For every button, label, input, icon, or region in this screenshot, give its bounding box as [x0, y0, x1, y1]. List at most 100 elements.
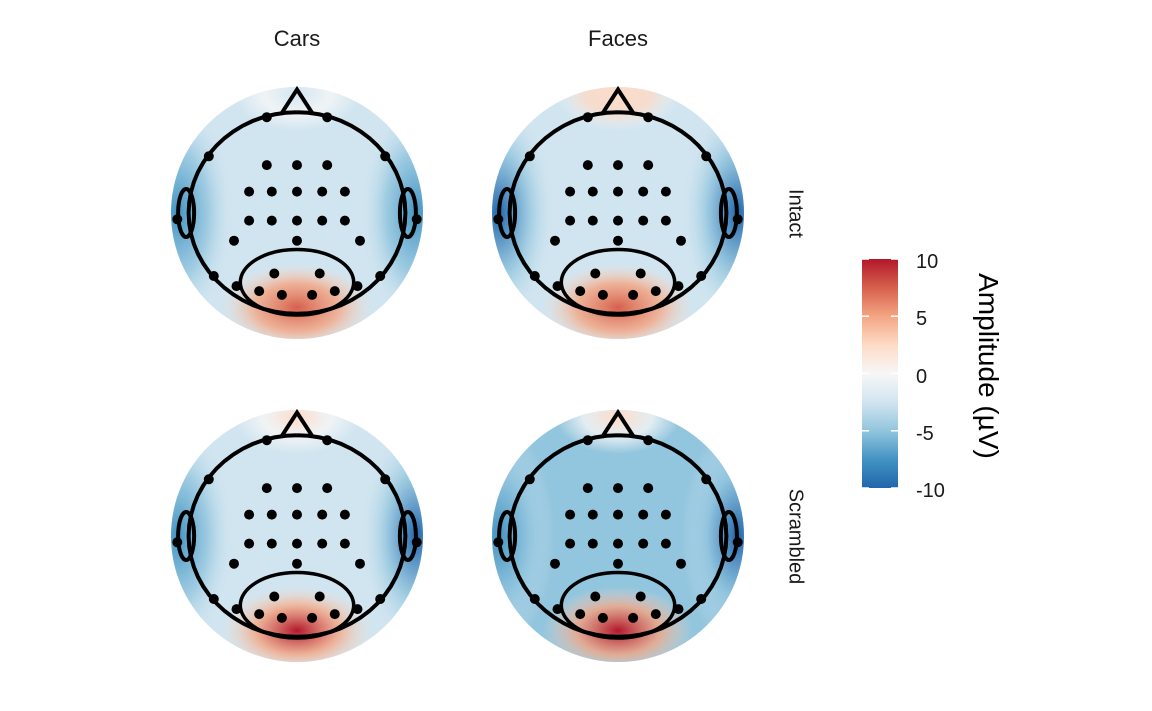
electrode-dot: [292, 235, 302, 246]
electrode-dot: [643, 112, 654, 123]
topo-scalp-field: [171, 87, 423, 339]
topo-panel-cars-scrambled: [171, 408, 423, 662]
electrode-dot: [266, 509, 277, 520]
electrode-dot: [317, 509, 328, 520]
topo-panel-faces-intact: [492, 85, 744, 339]
electrode-dot: [375, 271, 386, 281]
electrode-dot: [529, 271, 540, 281]
electrode-dot: [638, 186, 649, 197]
electrode-dot: [701, 151, 712, 162]
electrode-dot: [565, 186, 576, 197]
electrode-dot: [266, 186, 277, 197]
electrode-dot: [411, 537, 422, 548]
electrode-dot: [597, 612, 608, 623]
electrode-dot: [322, 160, 333, 171]
topo-region: [221, 586, 373, 662]
electrode-dot: [254, 609, 265, 620]
electrode-dot: [660, 215, 671, 226]
ear-right-outline: [397, 510, 418, 562]
ear-left-outline: [176, 187, 197, 239]
electrode-dot: [292, 558, 302, 569]
electrode-dot: [203, 151, 214, 162]
topo-region: [221, 263, 373, 339]
topo-region: [234, 87, 360, 132]
electrode-dot: [172, 537, 183, 548]
electrode-dot: [565, 538, 576, 549]
electrode-dot: [380, 151, 391, 162]
electrode-dot: [587, 509, 598, 520]
electrode-dot: [590, 591, 601, 602]
electrode-dot: [314, 591, 325, 602]
electrode-dot: [322, 483, 333, 494]
electrode-dot: [355, 235, 365, 246]
electrode-dot: [732, 537, 743, 548]
topo-region: [542, 263, 694, 339]
electrode-dot: [411, 214, 422, 225]
electrode-dot: [673, 604, 684, 615]
legend-title: Amplitude (µV): [973, 273, 1004, 459]
ear-right-outline: [718, 510, 739, 562]
electrode-dot: [565, 215, 576, 226]
topo-region: [234, 410, 360, 455]
electrode-dot: [317, 538, 328, 549]
electrode-dot: [590, 268, 601, 279]
electrode-dot: [613, 160, 623, 171]
electrode-dot: [266, 215, 277, 226]
electrode-dot: [575, 286, 586, 297]
electrode-dot: [552, 604, 563, 615]
electrode-dot: [613, 509, 623, 520]
electrode-dot: [208, 594, 219, 604]
contour-line: [559, 570, 677, 640]
electrode-dot: [660, 186, 671, 197]
electrode-dot: [643, 160, 654, 171]
electrode-dot: [317, 186, 328, 197]
legend-tick-5: 5: [916, 308, 928, 330]
topo-panel-cars-intact: [171, 85, 423, 339]
topo-region: [555, 410, 681, 455]
electrode-dot: [587, 186, 598, 197]
column-title-faces: Faces: [588, 26, 648, 51]
electrode-dot: [229, 235, 239, 246]
electrode-dot: [269, 268, 280, 279]
electrode-dot: [587, 215, 598, 226]
electrode-dot: [635, 268, 646, 279]
electrode-dot: [261, 483, 272, 494]
electrode-dot: [550, 235, 560, 246]
electrode-dot: [696, 594, 707, 604]
nose-outline: [279, 408, 315, 439]
ear-left-outline: [176, 510, 197, 562]
contour-line: [238, 570, 356, 640]
electrode-dot: [292, 538, 302, 549]
topo-scalp-field: [492, 410, 744, 662]
electrode-dot: [638, 538, 649, 549]
electrode-dot: [244, 186, 255, 197]
electrode-dot: [613, 558, 623, 569]
electrode-dot: [613, 483, 623, 494]
electrode-dot: [643, 483, 654, 494]
electrode-dot: [660, 509, 671, 520]
electrode-dot: [292, 215, 302, 226]
electrode-dot: [628, 289, 639, 300]
contour-line: [559, 247, 677, 317]
ear-right-outline: [397, 187, 418, 239]
electrode-dot: [638, 509, 649, 520]
electrode-dot: [582, 435, 593, 446]
nose-outline: [279, 85, 315, 116]
electrode-dot: [339, 509, 350, 520]
electrode-dot: [628, 612, 639, 623]
legend-tick-0: 0: [916, 366, 928, 388]
electrode-dot: [322, 112, 333, 123]
electrode-dot: [493, 214, 504, 225]
electrode-dot: [329, 286, 340, 297]
ear-right-outline: [718, 187, 739, 239]
electrode-dot: [524, 474, 535, 485]
electrode-dot: [352, 604, 363, 615]
electrode-dot: [231, 604, 242, 615]
legend-tick-minus5: -5: [916, 423, 934, 445]
electrode-dot: [613, 215, 623, 226]
electrode-dot: [582, 160, 593, 171]
electrode-dot: [229, 558, 239, 569]
electrode-dot: [597, 289, 608, 300]
